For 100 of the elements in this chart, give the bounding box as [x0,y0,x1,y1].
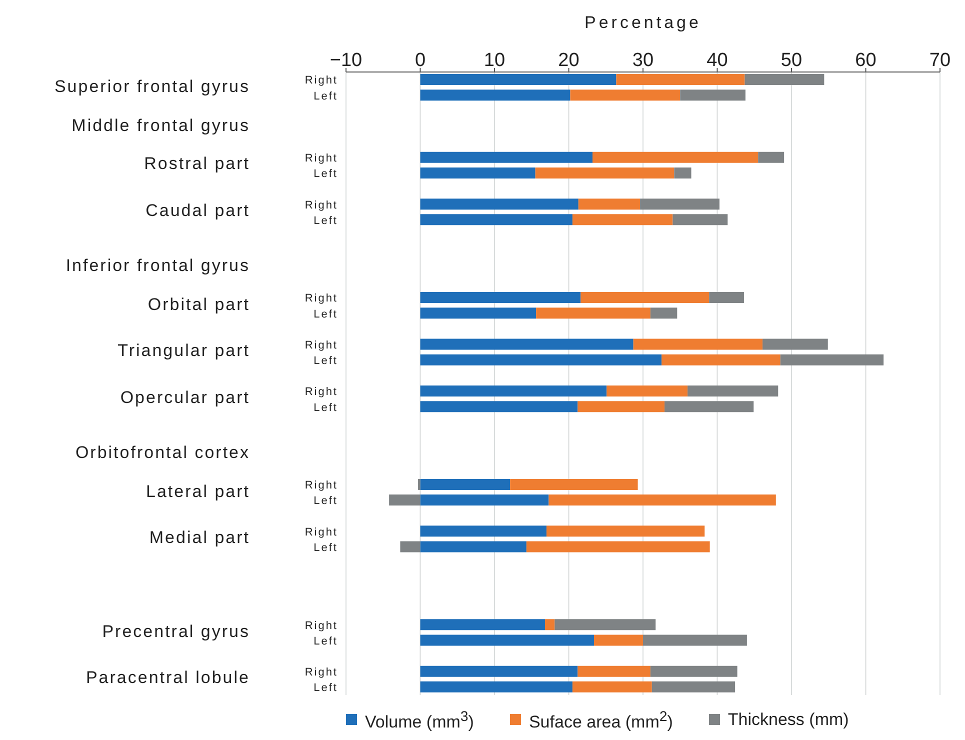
y-tick-label: Right [304,339,338,352]
x-tick-label: 60 [855,50,876,71]
bar [420,167,536,178]
y-tick-label: Right [304,74,338,87]
bar [762,338,828,350]
bar [420,541,526,552]
bar [420,198,578,210]
y-tick-label: Left [314,308,338,320]
x-tick-label: 30 [632,50,654,71]
text: Orbital part [148,294,250,315]
bar [535,167,674,178]
y-tick-label: Left [314,402,338,414]
legend-label: Suface area (mm$^{2}$) [528,708,673,734]
text: Medial part [149,528,250,548]
y-tick-label: Right [304,480,338,492]
bar [744,74,824,85]
bar [580,292,710,304]
bar [578,666,650,677]
text: Triangular part [118,341,250,362]
bar [544,619,555,630]
bar [633,338,763,350]
bar [526,541,710,552]
bar [652,681,736,692]
bar [780,354,884,366]
bar [572,214,673,226]
legend-label: Thickness (mm) [728,708,849,731]
bar [640,198,720,210]
x-tick-label: 20 [558,50,580,71]
y-tick-label: Right [304,620,338,632]
bar [662,354,780,366]
y-tick-label: Left [314,495,338,508]
bar [420,634,594,646]
bar [758,152,784,163]
bar [420,292,581,304]
y-tick-label: Left [314,635,338,648]
bar [643,634,747,646]
text: Paracentral lobule [86,668,250,688]
y-tick-label: Left [314,90,338,102]
bar [389,494,420,506]
text: Orbitofrontal cortex [75,442,250,463]
bar [420,214,572,226]
bar [594,634,643,646]
bar [570,90,680,101]
x-axis-title: Percentage [584,13,702,32]
bar [578,401,665,412]
text: Rostral part [144,154,250,174]
bar [680,90,746,101]
bar [420,338,634,350]
bar [420,681,572,692]
bar [672,214,728,226]
x-tick-label: 0 [414,50,426,71]
x-tick-label: 10 [484,50,506,71]
text: Middle frontal gyrus [72,116,250,136]
x-tick-label: 40 [706,50,728,71]
bar [420,526,546,537]
bar [400,541,420,552]
bar [674,167,692,178]
bar [650,308,678,319]
bar [420,74,616,85]
text: Lateral part [146,482,250,502]
bar [546,526,705,537]
bar [578,198,640,210]
bar [709,292,744,304]
x-tick-label: −10 [330,50,362,71]
text: Precentral gyrus [102,622,250,642]
y-tick-label: Left [314,168,338,180]
y-tick-label: Right [304,386,338,398]
bar [420,666,578,677]
bar [536,308,650,319]
text: Superior frontal gyrus [54,76,250,97]
x-tick-label: 70 [929,50,951,71]
bar [688,386,778,396]
legend-label: Volume (mm$^{3}$) [365,708,474,734]
bar [420,354,662,366]
y-tick-label: Right [304,199,338,212]
y-tick-label: Left [314,214,338,227]
text: Caudal part [146,201,250,222]
y-tick-label: Left [314,542,338,554]
bar [420,619,545,630]
y-tick-label: Right [304,526,338,538]
y-tick-label: Right [304,152,338,165]
y-tick-label: Right [304,666,338,679]
text: Opercular part [120,388,250,408]
bar [420,308,536,319]
bar [664,401,754,412]
bar [420,386,607,396]
bar [592,152,758,163]
y-tick-label: Left [314,355,338,368]
bar [420,90,570,101]
text: Inferior frontal gyrus [66,256,250,276]
bar [606,386,688,396]
y-tick-label: Right [304,292,338,305]
bar [420,478,510,490]
bar [510,478,638,490]
bar [554,619,656,630]
bar [616,74,745,85]
bar [572,681,652,692]
x-tick-label: 50 [780,50,802,71]
bar [420,494,549,506]
bar [420,401,578,412]
